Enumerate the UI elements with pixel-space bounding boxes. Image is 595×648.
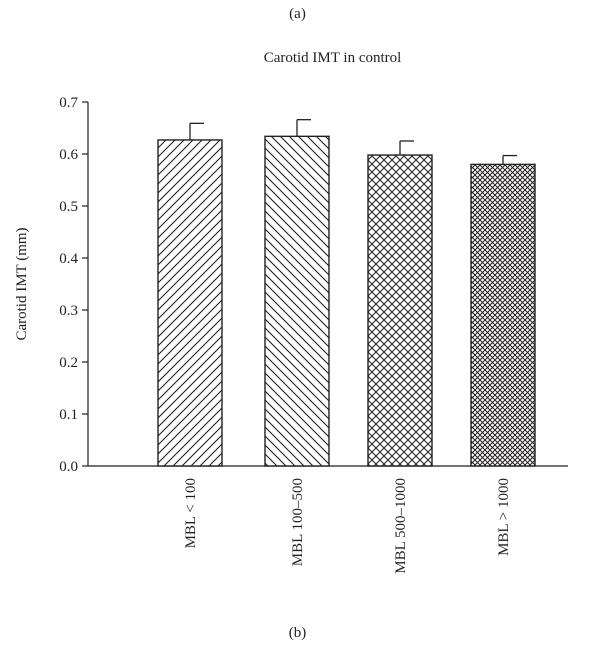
y-tick-label: 0.4 — [59, 251, 78, 267]
y-axis-label: Carotid IMT (mm) — [14, 227, 30, 340]
bar — [157, 139, 223, 467]
x-tick-label: MBL > 1000 — [496, 478, 512, 556]
y-ticks: 0.0 0.1 0.2 0.3 0.4 0.5 0.6 0.7 — [59, 95, 88, 475]
y-tick-label: 0.5 — [59, 199, 78, 215]
x-tick-label: MBL 100–500 — [290, 478, 306, 566]
bar — [264, 135, 330, 467]
y-tick-label: 0.1 — [59, 407, 78, 423]
y-tick-label: 0.0 — [59, 459, 78, 475]
bars — [157, 135, 536, 467]
bar — [367, 154, 433, 467]
error-bars — [189, 119, 517, 165]
y-tick-label: 0.6 — [59, 147, 78, 163]
y-tick-label: 0.3 — [59, 303, 78, 319]
y-tick-label: 0.2 — [59, 355, 78, 371]
panel-label-a: (a) — [289, 6, 306, 22]
x-tick-label: MBL < 100 — [183, 478, 199, 548]
bar — [470, 163, 536, 467]
panel-label-b: (b) — [288, 625, 307, 641]
x-tick-label: MBL 500–1000 — [393, 478, 409, 574]
chart-title: Carotid IMT in control — [263, 50, 402, 66]
y-tick-label: 0.7 — [59, 95, 78, 111]
x-tick-labels: MBL < 100 MBL 100–500 MBL 500–1000 MBL > 10… — [183, 478, 512, 574]
